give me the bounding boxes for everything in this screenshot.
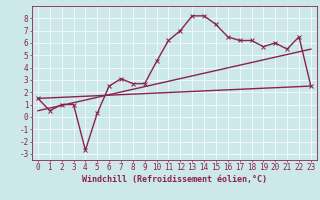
X-axis label: Windchill (Refroidissement éolien,°C): Windchill (Refroidissement éolien,°C) xyxy=(82,175,267,184)
